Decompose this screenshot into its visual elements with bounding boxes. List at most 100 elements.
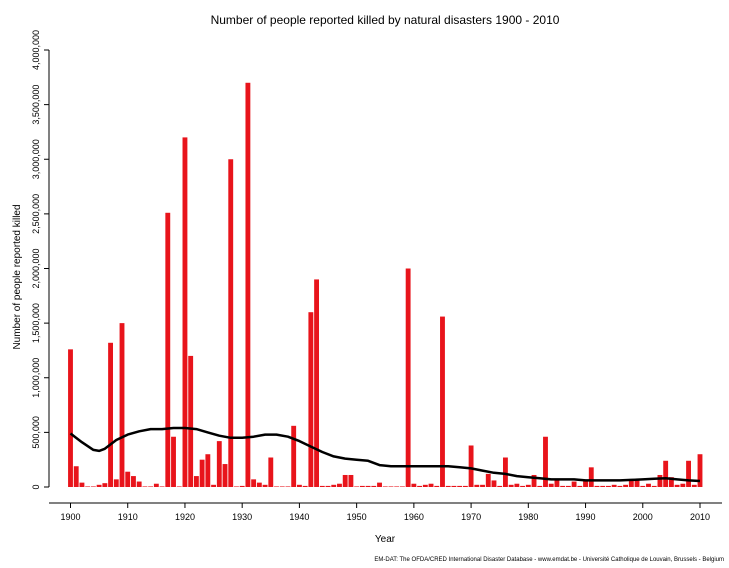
bar xyxy=(422,484,428,487)
bar xyxy=(148,486,154,487)
bar xyxy=(234,486,239,487)
bar xyxy=(514,483,520,487)
bar xyxy=(182,137,188,487)
x-tick-label: 1960 xyxy=(404,512,424,522)
bar xyxy=(560,485,566,487)
bar xyxy=(634,480,640,487)
y-tick-label: 500,000 xyxy=(31,416,41,449)
bar xyxy=(554,480,560,487)
bar xyxy=(508,484,514,487)
bar xyxy=(216,441,222,487)
bar xyxy=(131,476,136,487)
bar xyxy=(382,486,388,487)
bar xyxy=(342,474,348,487)
x-tick-label: 1940 xyxy=(289,512,309,522)
x-tick-label: 1970 xyxy=(461,512,481,522)
bar xyxy=(491,480,497,487)
y-axis: 0 500,000 1,000,000 1,500,000 2,000,000 2,500… xyxy=(31,30,50,490)
bar xyxy=(96,484,102,487)
bar xyxy=(359,485,365,487)
bar xyxy=(153,483,159,487)
bar xyxy=(365,485,371,487)
bar xyxy=(262,484,268,487)
bar xyxy=(651,485,657,487)
y-tick-label: 4,000,000 xyxy=(31,30,41,70)
bar xyxy=(171,436,176,487)
bar xyxy=(468,445,474,487)
x-tick-label: 1950 xyxy=(347,512,367,522)
bar xyxy=(108,342,113,487)
bar xyxy=(285,486,291,487)
bar xyxy=(394,486,400,487)
bar xyxy=(68,349,73,487)
bar xyxy=(640,485,646,487)
bar xyxy=(611,484,617,487)
bar xyxy=(193,476,199,487)
x-tick-label: 1900 xyxy=(60,512,80,522)
bar xyxy=(165,212,171,487)
bar xyxy=(251,479,257,487)
bar xyxy=(405,268,411,487)
bar xyxy=(497,485,503,487)
y-tick-label: 0 xyxy=(31,484,41,489)
bar xyxy=(102,483,108,487)
bar xyxy=(325,485,331,487)
x-tick-label: 1930 xyxy=(232,512,252,522)
bar xyxy=(485,473,491,487)
bar xyxy=(445,485,451,487)
x-tick-label: 1920 xyxy=(175,512,195,522)
bar xyxy=(337,483,342,487)
y-tick-label: 2,500,000 xyxy=(31,194,41,234)
bar xyxy=(686,460,691,487)
bar xyxy=(674,484,680,487)
bar xyxy=(119,323,125,487)
bar xyxy=(525,484,531,487)
bar xyxy=(319,485,325,487)
bar xyxy=(159,486,165,487)
bar xyxy=(314,279,320,487)
bar xyxy=(274,486,279,487)
bar xyxy=(548,483,554,487)
y-tick-label: 1,000,000 xyxy=(31,358,41,398)
bar xyxy=(79,482,85,487)
bar xyxy=(377,482,382,487)
bar xyxy=(606,485,611,487)
bar xyxy=(628,479,634,487)
bar xyxy=(462,485,468,487)
bar xyxy=(399,486,405,487)
x-tick-label: 2010 xyxy=(690,512,710,522)
bar xyxy=(588,467,594,487)
bar xyxy=(142,486,148,487)
bar xyxy=(531,474,537,487)
source-credit: EM-DAT: The OFDA/CRED International Disa… xyxy=(374,557,724,563)
x-tick-label: 1910 xyxy=(118,512,138,522)
bar xyxy=(623,484,629,487)
bar xyxy=(211,484,217,487)
bar xyxy=(617,485,623,487)
bar xyxy=(691,484,697,487)
bar xyxy=(268,457,274,487)
bar xyxy=(600,485,606,487)
bar xyxy=(440,316,445,487)
bar xyxy=(354,486,360,487)
bar xyxy=(256,482,262,487)
bar xyxy=(520,485,526,487)
bar xyxy=(222,464,228,487)
bar xyxy=(457,485,463,487)
x-axis: 1900 1910 1920 1930 1940 1950 1960 1970 1980 1990… xyxy=(49,502,722,522)
bar xyxy=(348,474,354,487)
bar xyxy=(113,479,119,487)
bar xyxy=(657,474,663,487)
bar xyxy=(571,481,577,487)
bar xyxy=(646,483,651,487)
bar xyxy=(245,82,251,488)
bar xyxy=(451,485,457,487)
bar xyxy=(480,484,485,487)
bar xyxy=(668,477,674,487)
bar xyxy=(417,485,423,487)
bar xyxy=(543,436,548,487)
bar xyxy=(176,486,182,487)
bar xyxy=(291,425,297,487)
bar xyxy=(188,355,194,487)
